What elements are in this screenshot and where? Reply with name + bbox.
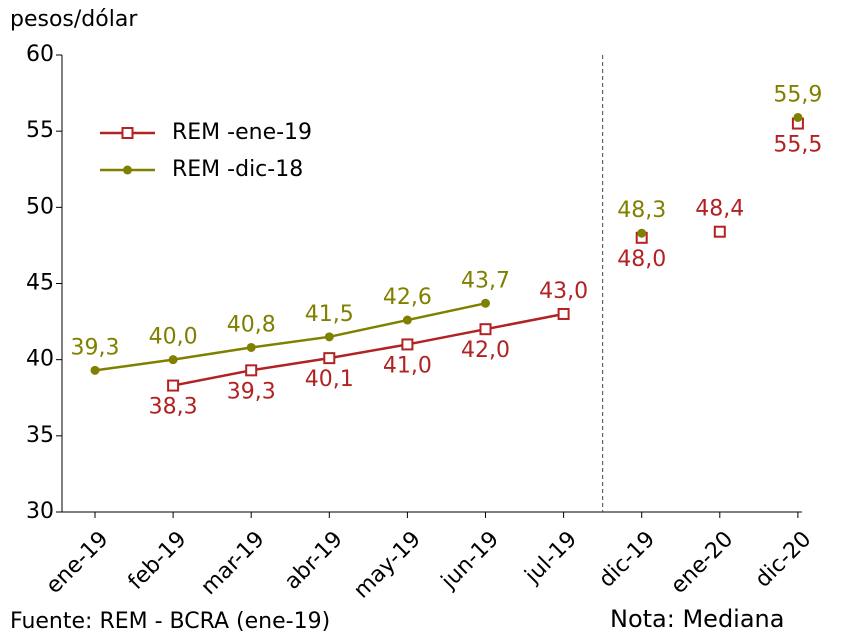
value-label: 48,0	[617, 247, 666, 272]
legend-marker	[123, 165, 132, 175]
value-label: 38,3	[149, 395, 198, 420]
legend-label: REM -dic-18	[172, 157, 303, 182]
value-label: 41,5	[305, 302, 354, 327]
x-tick-label: dic-19	[594, 527, 660, 593]
y-tick-label: 35	[26, 423, 54, 448]
y-tick-label: 40	[26, 347, 54, 372]
value-label: 42,0	[461, 338, 510, 363]
marker	[168, 355, 178, 365]
x-tick-label: jul-19	[520, 527, 582, 589]
y-axis-label: pesos/dólar	[10, 7, 138, 32]
value-label: 39,3	[227, 379, 276, 404]
legend-marker	[121, 127, 134, 139]
note: Nota: Mediana	[610, 605, 784, 633]
marker	[793, 112, 803, 122]
series-line	[172, 312, 564, 387]
marker	[713, 225, 726, 238]
marker	[324, 332, 334, 342]
y-tick-label: 55	[26, 118, 54, 143]
value-label: 39,3	[71, 335, 120, 360]
x-tick-label: abr-19	[280, 527, 348, 595]
series-line	[94, 302, 486, 372]
value-label: 48,3	[617, 198, 666, 223]
value-label: 48,4	[695, 197, 744, 222]
x-tick-label: dic-20	[751, 527, 817, 593]
value-label: 42,6	[383, 285, 432, 310]
marker	[246, 342, 256, 352]
y-tick-label: 30	[26, 499, 54, 524]
marker	[479, 323, 492, 336]
x-tick-label: jun-19	[436, 527, 504, 595]
value-label: 55,9	[773, 82, 822, 107]
marker	[401, 338, 414, 351]
value-label: 40,1	[305, 367, 354, 392]
marker	[245, 364, 258, 377]
y-tick-label: 50	[26, 194, 54, 219]
y-tick-label: 45	[26, 271, 54, 296]
value-label: 41,0	[383, 353, 432, 378]
x-tick-label: feb-19	[124, 527, 192, 595]
x-tick-label: ene-20	[666, 527, 738, 599]
x-tick-label: mar-19	[197, 527, 270, 600]
source: Fuente: REM - BCRA (ene-19)	[10, 609, 330, 634]
marker	[557, 307, 570, 320]
marker	[323, 352, 336, 365]
x-tick-label: ene-19	[41, 527, 113, 599]
value-label: 43,0	[539, 279, 588, 304]
legend-label: REM -ene-19	[172, 120, 312, 145]
value-label: 40,0	[149, 325, 198, 350]
value-label: 55,5	[773, 133, 822, 158]
marker	[402, 315, 412, 325]
marker	[637, 228, 647, 238]
marker	[167, 379, 180, 392]
value-label: 43,7	[461, 268, 510, 293]
marker	[90, 365, 100, 375]
x-tick-label: may-19	[349, 527, 426, 604]
value-label: 40,8	[227, 312, 276, 337]
marker	[481, 298, 490, 308]
y-tick-label: 60	[26, 42, 54, 67]
